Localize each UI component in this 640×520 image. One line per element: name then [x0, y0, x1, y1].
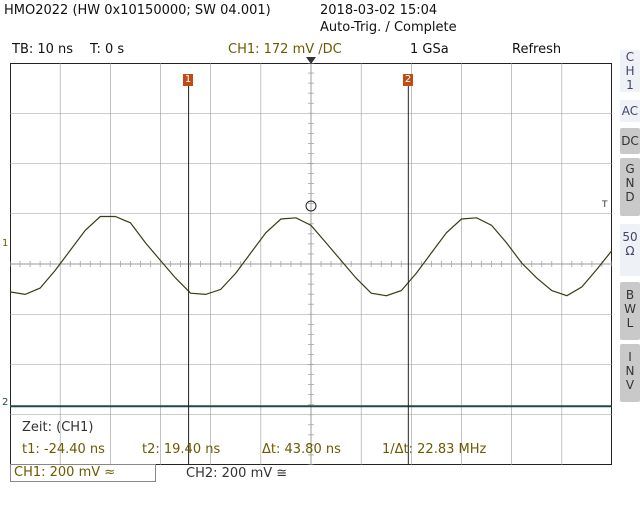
- device-info: HMO2022 (HW 0x10150000; SW 04.001): [4, 3, 271, 18]
- timebase[interactable]: TB: 10 ns: [12, 42, 74, 57]
- ch1-ground-marker[interactable]: 1: [2, 238, 9, 249]
- cursor-1-marker[interactable]: 1: [183, 74, 193, 86]
- cursor-2-marker[interactable]: 2: [403, 74, 413, 86]
- measure-title: Zeit: (CH1): [22, 420, 94, 435]
- acquire-mode[interactable]: Refresh: [512, 42, 562, 57]
- coupling-ac-button[interactable]: AC: [620, 100, 640, 122]
- delta-t-readout: Δt: 43.80 ns: [262, 442, 341, 457]
- ch2-status[interactable]: CH2: 200 mV ≅: [186, 466, 288, 481]
- frequency-readout: 1/Δt: 22.83 MHz: [382, 442, 487, 457]
- sample-rate: 1 GSa: [410, 42, 449, 57]
- coupling-dc-button[interactable]: DC: [620, 128, 640, 154]
- datetime: 2018-03-02 15:04: [320, 3, 438, 18]
- t2-readout: t2: 19.40 ns: [142, 442, 221, 457]
- ch1-trace: [10, 215, 612, 297]
- acquisition-status: Auto-Trig. / Complete: [320, 20, 457, 35]
- ch2-ground-marker[interactable]: 2: [2, 397, 9, 408]
- ch1-status[interactable]: CH1: 200 mV ≈: [10, 464, 156, 482]
- trigger-point: [305, 200, 317, 212]
- channel-setting[interactable]: CH1: 172 mV ∕DC: [228, 42, 342, 57]
- trigger-position-marker: [306, 57, 316, 64]
- grid: [10, 63, 612, 465]
- t1-readout: t1: -24.40 ns: [22, 442, 105, 457]
- impedance-50ohm-button[interactable]: 50 Ω: [620, 224, 640, 276]
- trigger-time[interactable]: T: 0 s: [90, 42, 125, 57]
- trigger-level-marker[interactable]: T: [602, 200, 608, 210]
- waveform-display: [10, 63, 612, 465]
